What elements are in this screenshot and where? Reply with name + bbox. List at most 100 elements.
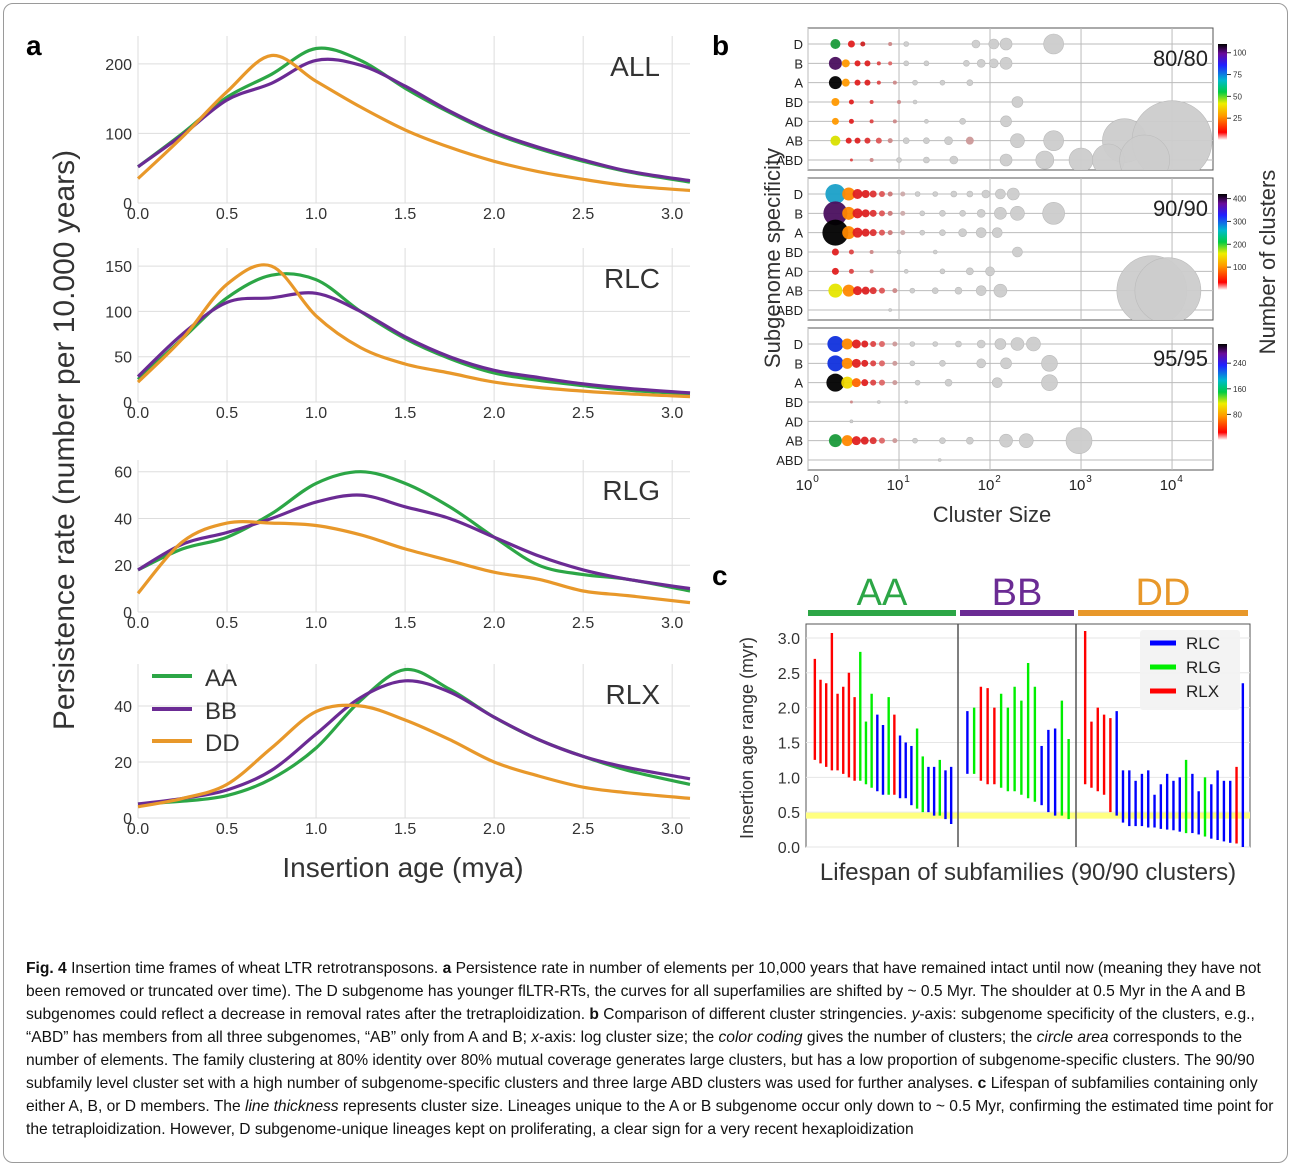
bubble xyxy=(944,136,953,145)
bubble xyxy=(852,227,863,238)
group-label-aa: AA xyxy=(857,572,908,614)
bubble xyxy=(994,338,1007,350)
caption-title: Insertion time frames of wheat LTR retro… xyxy=(66,960,443,977)
panel-b-letter: b xyxy=(712,30,729,61)
bubble xyxy=(851,358,861,368)
legend-label-rlc: RLC xyxy=(1186,634,1220,653)
panel-c-letter: c xyxy=(712,560,728,591)
bubble xyxy=(878,287,885,294)
bubble xyxy=(878,191,885,197)
caption-c-line: line thickness xyxy=(244,1098,339,1115)
panel-b-colorbar-label: Number of clusters xyxy=(1255,170,1280,355)
panel-b-plots: DBABDADABABD80/80255075100DBABDADABABD90… xyxy=(776,27,1247,494)
bubble xyxy=(849,419,854,424)
bubble xyxy=(924,119,929,124)
y-tick-label: 3.0 xyxy=(778,631,800,648)
bubble xyxy=(939,360,946,367)
category-label: AD xyxy=(785,264,803,279)
x-tick-exponent: 1 xyxy=(904,474,910,485)
bubble xyxy=(870,341,877,347)
bubble xyxy=(851,378,861,388)
colorbar-tick-label: 240 xyxy=(1233,359,1247,368)
bubble xyxy=(831,98,840,106)
caption-b-text5: corresponds to the number of elements. T… xyxy=(26,1029,1255,1092)
x-tick-label: 0.5 xyxy=(216,615,238,632)
bubble xyxy=(870,379,877,386)
panel-c-xlabel: Lifespan of subfamilies (90/90 clusters) xyxy=(820,859,1236,886)
caption-b-x: x xyxy=(531,1029,540,1046)
bubble xyxy=(1011,96,1024,108)
bubble xyxy=(852,189,863,199)
colorbar xyxy=(1218,44,1227,140)
figure-canvas: a Persistence rate (number per 10.000 ye… xyxy=(26,27,1280,886)
x-tick-label: 10 xyxy=(796,477,813,494)
bubble xyxy=(912,437,918,444)
bubble xyxy=(896,249,902,255)
caption-b-text4: gives the number of clusters; the xyxy=(802,1029,1037,1046)
bubble xyxy=(939,268,946,275)
x-tick-label: 2.5 xyxy=(572,405,594,422)
bubble xyxy=(878,379,885,386)
bubble xyxy=(995,188,1006,200)
bubble xyxy=(869,269,874,274)
x-tick-exponent: 2 xyxy=(995,474,1001,485)
bubble xyxy=(823,201,848,226)
bubble xyxy=(849,400,853,404)
bubble xyxy=(892,380,898,386)
bubble xyxy=(831,117,839,125)
bubble xyxy=(869,287,877,295)
bubble xyxy=(841,357,853,369)
y-tick-label: 50 xyxy=(114,350,132,367)
bubble xyxy=(949,155,959,165)
caption-b-text2: -axis: subgenome specificity of the clus… xyxy=(26,1006,1255,1046)
bubble xyxy=(864,137,871,144)
bubble xyxy=(958,228,967,237)
bubble xyxy=(1010,337,1025,351)
bubble xyxy=(939,79,946,86)
bubble xyxy=(939,229,946,236)
bubble xyxy=(991,377,1003,388)
bubble xyxy=(887,138,893,144)
panel-a-legend: AA BB DD xyxy=(152,665,240,757)
category-label: B xyxy=(794,56,803,71)
bubble xyxy=(966,267,974,276)
bubble xyxy=(909,287,916,294)
bubble xyxy=(861,340,869,348)
bubble xyxy=(878,229,885,236)
bubble xyxy=(959,210,966,217)
bubble xyxy=(965,136,974,145)
bubble xyxy=(825,184,846,204)
category-label: D xyxy=(794,187,803,202)
x-tick-label: 3.0 xyxy=(661,206,683,223)
bubble xyxy=(841,338,853,350)
bubble xyxy=(842,206,856,220)
group-label-bb: BB xyxy=(992,572,1043,614)
bubble xyxy=(976,59,986,68)
y-tick-label: 0.5 xyxy=(778,805,800,822)
bubble xyxy=(1035,150,1055,170)
bubble xyxy=(892,288,898,294)
bubble xyxy=(869,158,874,162)
x-tick-label: 2.0 xyxy=(483,615,505,632)
panel-a-ylabel: Persistence rate (number per 10.000 year… xyxy=(48,150,81,730)
chart-label-rlx: RLX xyxy=(606,679,661,710)
bubble xyxy=(888,61,893,66)
bubble xyxy=(903,269,909,274)
bubble xyxy=(993,283,1008,298)
category-label: BD xyxy=(785,245,803,260)
series-line-dd xyxy=(136,520,691,605)
x-tick-label: 0.5 xyxy=(216,206,238,223)
series-line-bb xyxy=(137,57,691,183)
bubble xyxy=(999,153,1013,167)
bubble xyxy=(914,191,921,197)
bubble xyxy=(842,284,855,297)
x-tick-exponent: 0 xyxy=(813,474,819,485)
bubble xyxy=(877,400,881,404)
bubble xyxy=(900,230,906,236)
bubble xyxy=(869,437,877,445)
bubble xyxy=(861,228,870,237)
bubble xyxy=(869,119,874,124)
